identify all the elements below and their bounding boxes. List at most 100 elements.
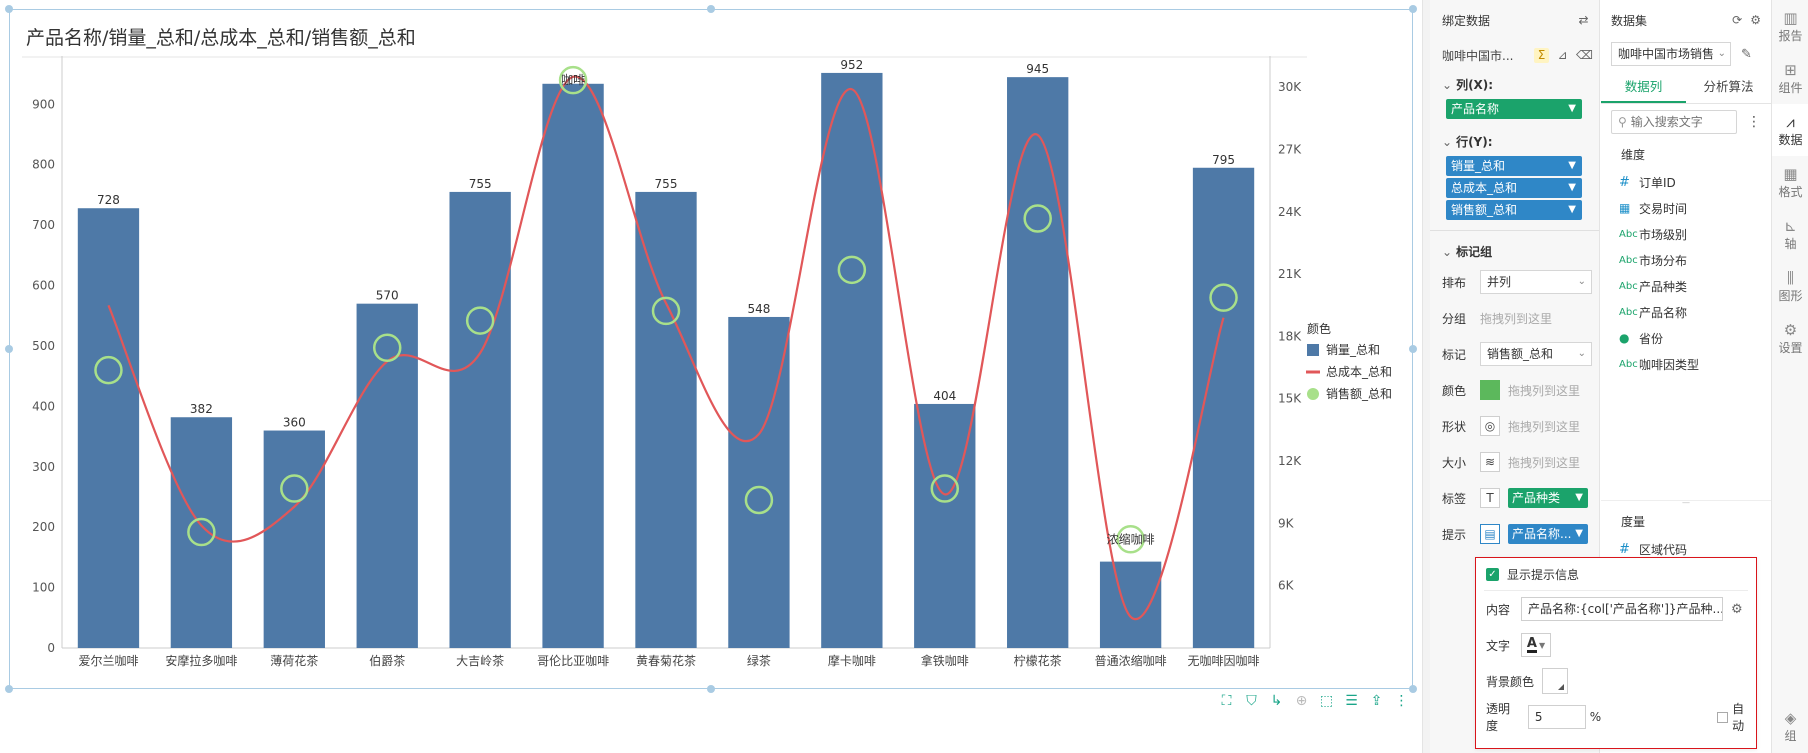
rail-report[interactable]: ▥ 报告 [1778, 8, 1803, 43]
content-input[interactable]: 产品名称:{col['产品名称']}产品种... [1521, 597, 1723, 621]
shape-dropzone[interactable]: 拖拽列到这里 [1508, 419, 1581, 434]
resize-handle[interactable] [707, 685, 715, 693]
eraser-icon[interactable]: ⌫ [1576, 47, 1593, 62]
dimension-field[interactable]: Abc 市场分布 [1601, 247, 1771, 273]
sales-circle-marker [372, 333, 402, 363]
bg-color-picker[interactable] [1542, 668, 1569, 694]
arrange-select[interactable]: 并列 ⌄ [1480, 270, 1592, 294]
dimension-field[interactable]: # 订单ID [1601, 169, 1771, 195]
resize-handle[interactable] [5, 685, 13, 693]
drill-icon[interactable]: ↳ [1270, 693, 1283, 709]
dataset-settings-icon[interactable]: ⚙ [1750, 13, 1761, 27]
show-tooltip-checkbox[interactable]: ✓ [1486, 567, 1499, 581]
row-pill[interactable]: 总成本_总和 ▼ [1446, 178, 1582, 198]
tab-data-columns[interactable]: 数据列 [1601, 72, 1686, 103]
dataset-select[interactable]: 咖啡中国市场销售 ⌄ [1611, 42, 1731, 66]
gear-icon[interactable]: ⚙ [1731, 601, 1743, 617]
filter-icon[interactable]: ⛉ [1246, 693, 1257, 709]
color-dropzone[interactable]: 拖拽列到这里 [1508, 383, 1581, 398]
binding-source: 咖啡中国市... Σ ⊿ ⌫ [1430, 40, 1599, 70]
legend-item-label: 总成本_总和 [1326, 365, 1392, 379]
chevron-down-icon: ⌄ [1442, 245, 1453, 259]
opacity-input[interactable]: 5 [1527, 705, 1586, 729]
text-type-icon: Abc [1619, 280, 1638, 292]
row-pill[interactable]: 销售额_总和 ▼ [1446, 200, 1582, 220]
resize-handle[interactable] [1409, 345, 1417, 353]
auto-checkbox-wrap[interactable]: 自动 [1717, 700, 1756, 734]
resize-handle[interactable] [1409, 5, 1417, 13]
rail-shape[interactable]: ⫼ 图形 [1778, 268, 1803, 303]
y-right-tick-label: 21K [1278, 267, 1302, 281]
rows-section-title[interactable]: ⌄ 行(Y): [1442, 135, 1493, 149]
resize-handle[interactable] [707, 5, 715, 13]
text-label-icon[interactable]: T [1480, 488, 1500, 508]
y-left-tick-label: 900 [32, 97, 55, 111]
bar [542, 83, 604, 648]
size-dropzone[interactable]: 拖拽列到这里 [1508, 455, 1581, 470]
color-swatch-icon[interactable] [1480, 380, 1500, 400]
font-style-button[interactable]: A ▼ [1521, 633, 1551, 657]
dimension-field[interactable]: Abc 产品名称 [1601, 299, 1771, 325]
rail-format[interactable]: ▦ 格式 [1778, 164, 1803, 199]
chart-title: 产品名称/销量_总和/总成本_总和/销售额_总和 [26, 27, 416, 49]
search-input[interactable] [1630, 115, 1731, 129]
mark-select[interactable]: 销售额_总和 ⌄ [1480, 342, 1592, 366]
side-rail: ▥ 报告 ⊞ 组件 ⩘ 数据 ▦ 格式 ⊾ 轴 ⫼ 图形 ⚙ 设置 ◈ 组 [1771, 0, 1808, 753]
caret-down-icon[interactable]: ▼ [1568, 204, 1576, 215]
label-pill[interactable]: 产品种类 ▼ [1508, 488, 1588, 508]
rail-settings[interactable]: ⚙ 设置 [1778, 320, 1803, 355]
refresh-icon[interactable]: ⟳ [1732, 13, 1743, 27]
x-tick-label: 柠檬花茶 [1014, 653, 1062, 668]
x-tick-label: 普通浓缩咖啡 [1095, 653, 1167, 668]
list-icon[interactable]: ☰ [1345, 693, 1358, 709]
dimension-field[interactable]: Abc 产品种类 [1601, 273, 1771, 299]
marks-section-title[interactable]: ⌄ 标记组 [1442, 245, 1493, 259]
shape-icon[interactable]: ◎ [1480, 416, 1500, 436]
more-options-icon[interactable]: ⋮ [1747, 114, 1761, 130]
caret-down-icon[interactable]: ▼ [1568, 182, 1576, 193]
drag-grip[interactable]: — [1682, 498, 1690, 507]
select-icon[interactable]: ⬚ [1319, 693, 1334, 709]
dimension-field[interactable]: ▦ 交易时间 [1601, 195, 1771, 221]
tab-analysis[interactable]: 分析算法 [1703, 79, 1754, 94]
export-icon[interactable]: ⇪ [1370, 693, 1383, 709]
rail-data[interactable]: ⩘ 数据 [1772, 104, 1808, 156]
rail-axis[interactable]: ⊾ 轴 [1784, 216, 1797, 251]
tip-pill[interactable]: 产品名称... ▼ [1508, 524, 1588, 544]
fullscreen-icon[interactable]: ⛶ [1221, 693, 1232, 709]
mark-row: 标记 销售额_总和 ⌄ [1430, 336, 1599, 372]
dimension-field[interactable]: ● 省份 [1601, 325, 1771, 351]
dimension-field[interactable]: Abc 市场级别 [1601, 221, 1771, 247]
tooltip-icon[interactable]: ▤ [1480, 524, 1500, 544]
more-icon[interactable]: ⋮ [1394, 693, 1409, 709]
measure-field[interactable]: # 区域代码 [1619, 541, 1688, 557]
edit-icon[interactable]: ✎ [1741, 46, 1752, 62]
rail-component[interactable]: ⊞ 组件 [1778, 60, 1803, 95]
resize-handle[interactable] [1409, 685, 1417, 693]
column-pill[interactable]: 产品名称 ▼ [1446, 99, 1582, 119]
caret-down-icon: ▼ [1538, 640, 1546, 650]
panel-splitter[interactable] [1422, 0, 1430, 753]
label-label: 标签 [1442, 491, 1467, 506]
bar-data-label: 952 [840, 58, 863, 72]
bar-data-label: 548 [747, 302, 770, 316]
dimension-field[interactable]: Abc 咖啡因类型 [1601, 351, 1771, 377]
chevron-down-icon: ⌄ [1442, 78, 1453, 92]
search-box[interactable]: ⚲ [1611, 110, 1737, 134]
dimension-field-name: 市场级别 [1639, 227, 1688, 242]
row-pill[interactable]: 销量_总和 ▼ [1446, 156, 1582, 176]
sum-icon[interactable]: Σ [1534, 47, 1549, 63]
caret-down-icon[interactable]: ▼ [1568, 160, 1576, 171]
swap-icon[interactable]: ⇄ [1578, 12, 1589, 27]
caret-down-icon[interactable]: ▼ [1568, 103, 1576, 114]
columns-section-title[interactable]: ⌄ 列(X): [1442, 78, 1494, 92]
bar-data-label: 404 [933, 389, 956, 403]
resize-handle[interactable] [5, 5, 13, 13]
resize-handle[interactable] [5, 345, 13, 353]
size-icon[interactable]: ≋ [1480, 452, 1500, 472]
hierarchy-icon[interactable]: ⊿ [1557, 47, 1568, 62]
rail-group[interactable]: ◈ 组 [1784, 708, 1797, 743]
chart-area[interactable]: 产品名称/销量_总和/总成本_总和/销售额_总和 0 100 200 300 400 50… [0, 0, 1430, 753]
zoom-icon[interactable]: ⊕ [1295, 693, 1308, 709]
group-dropzone[interactable]: 拖拽列到这里 [1480, 311, 1553, 326]
